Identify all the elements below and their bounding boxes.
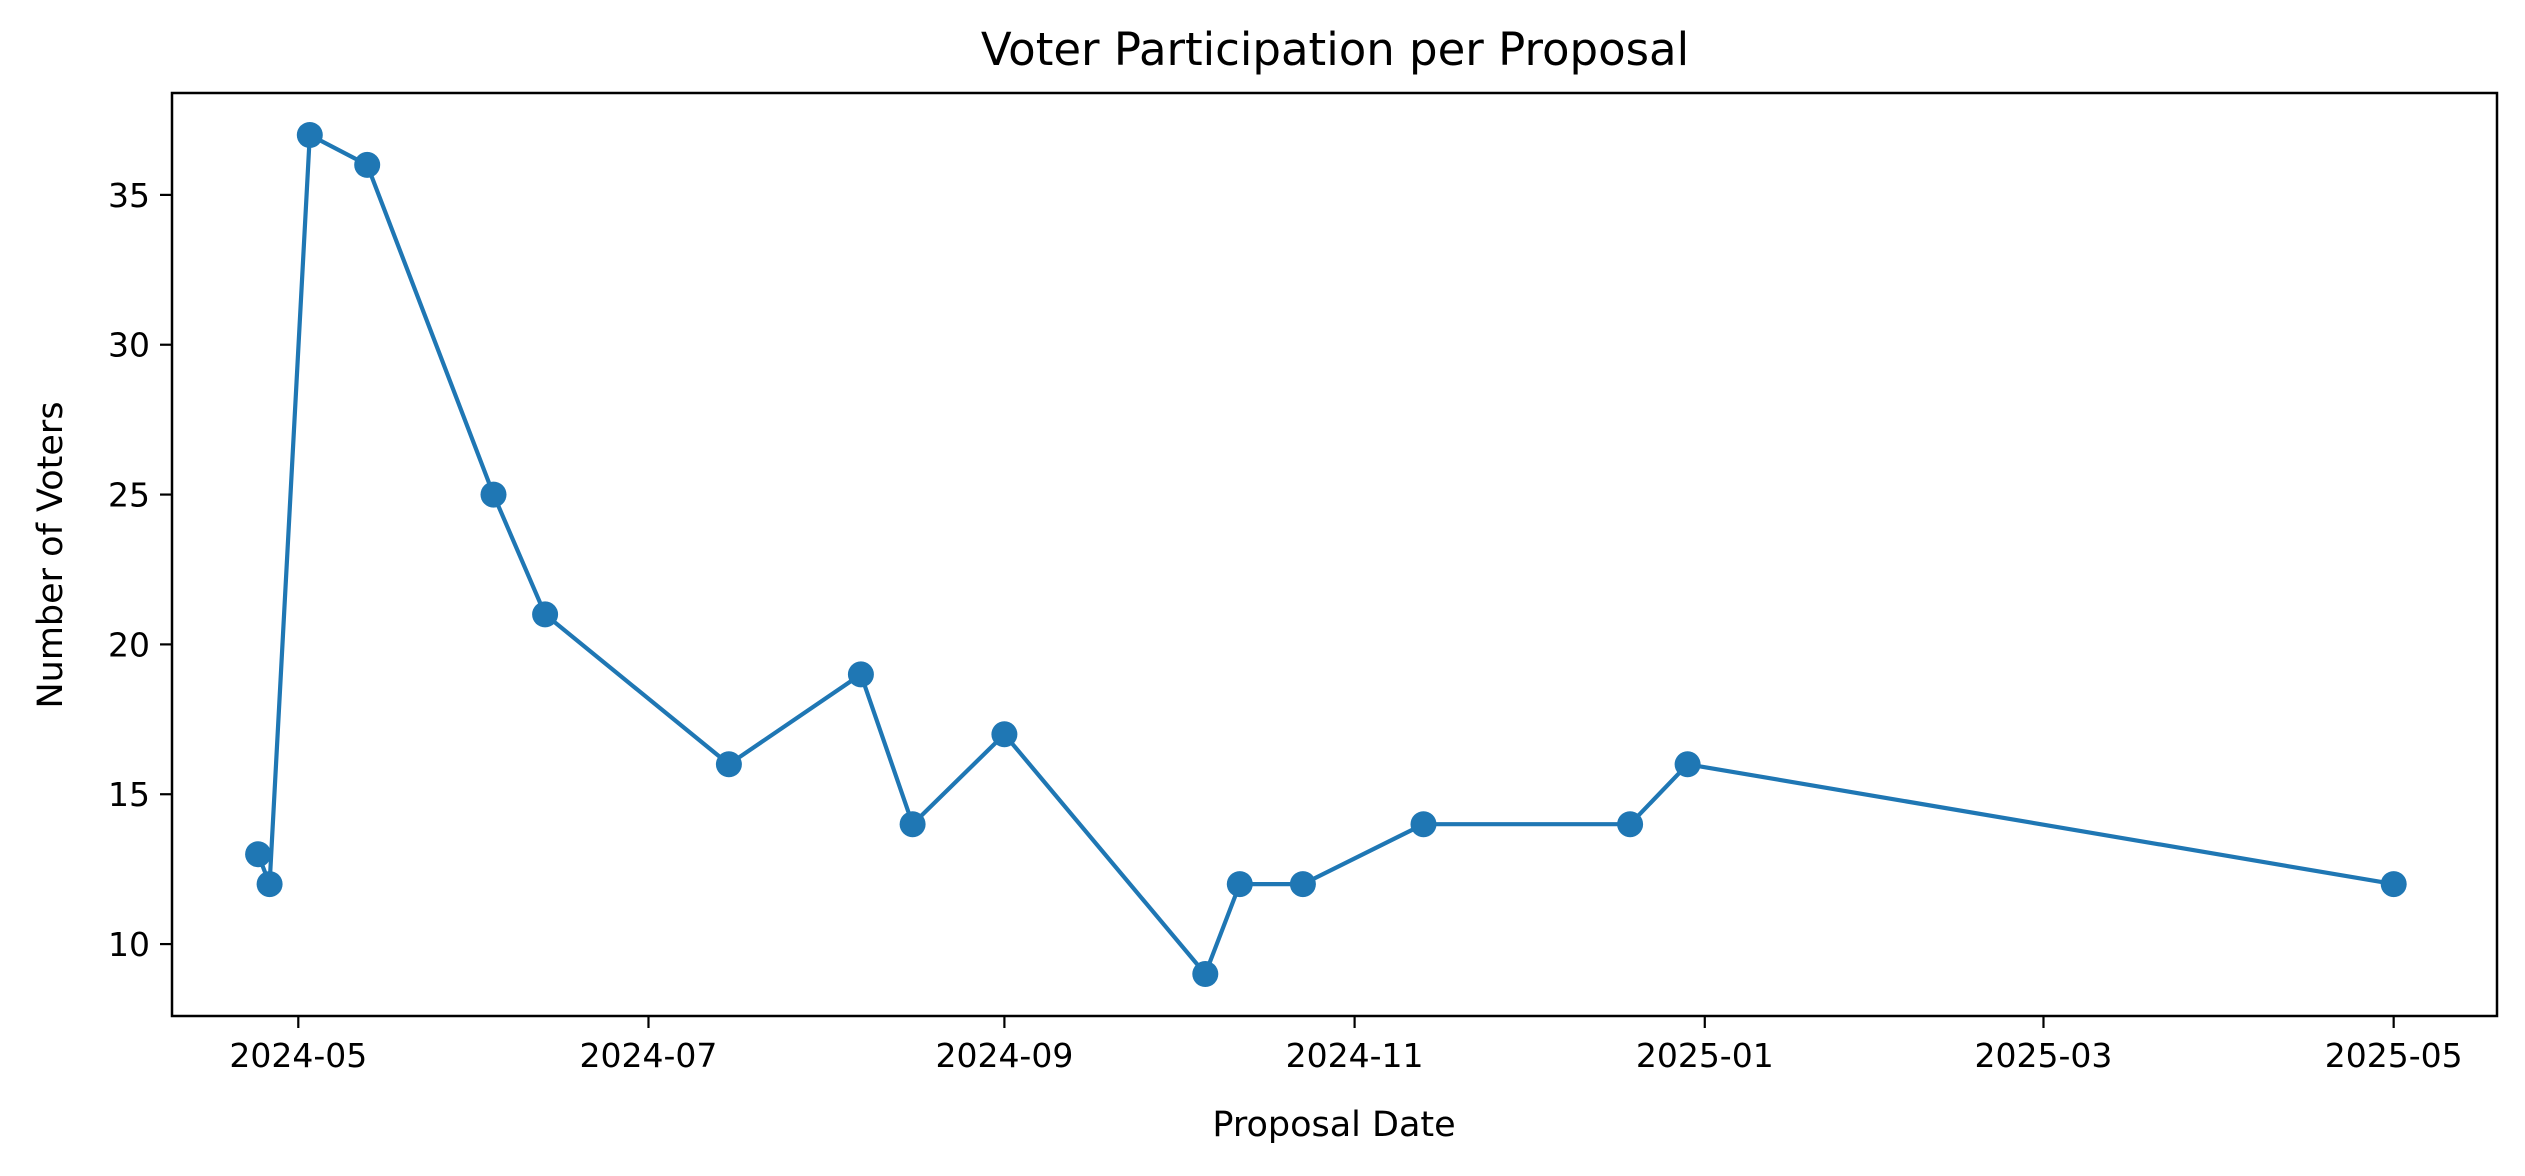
x-tick-label: 2025-01	[1636, 1036, 1774, 1075]
data-point	[1192, 961, 1219, 987]
x-tick-label: 2024-11	[1286, 1036, 1424, 1075]
data-point	[715, 751, 742, 778]
data-point	[480, 481, 507, 508]
series-layer	[245, 122, 2407, 987]
data-point	[1674, 751, 1701, 778]
data-point	[1617, 811, 1644, 838]
y-tick-label: 15	[108, 775, 150, 814]
x-tick-label: 2024-07	[580, 1036, 718, 1075]
x-tick-label: 2025-05	[2325, 1036, 2463, 1075]
plot-area-frame	[170, 91, 2499, 1018]
y-tick-label: 25	[108, 476, 150, 515]
data-point	[1410, 811, 1437, 838]
data-point	[256, 871, 283, 898]
data-point	[296, 122, 323, 148]
data-point	[532, 601, 559, 628]
y-tick-label: 35	[108, 176, 150, 215]
y-tick-label: 30	[108, 326, 150, 365]
data-point	[991, 721, 1018, 748]
chart-title: Voter Participation per Proposal	[981, 23, 1689, 76]
data-point	[245, 841, 272, 868]
data-point	[1289, 871, 1316, 898]
x-axis-ticks: 2024-05 2024-07 2024-09 2024-11 2025-01 2025-…	[229, 1016, 2463, 1075]
x-tick-label: 2024-09	[935, 1036, 1073, 1075]
x-axis-label: Proposal Date	[1212, 1105, 1455, 1145]
data-point	[2380, 871, 2407, 898]
x-tick-label: 2025-03	[1975, 1036, 2113, 1075]
y-tick-label: 20	[108, 625, 150, 664]
data-point	[354, 151, 381, 178]
data-point	[847, 661, 874, 688]
x-tick-label: 2024-05	[229, 1036, 367, 1075]
y-axis-ticks: 10 15 20 25 30 35	[108, 176, 172, 964]
y-tick-label: 10	[108, 925, 150, 964]
data-point	[899, 811, 926, 838]
data-point	[1226, 871, 1253, 898]
y-axis-label: Number of Voters	[31, 401, 71, 708]
